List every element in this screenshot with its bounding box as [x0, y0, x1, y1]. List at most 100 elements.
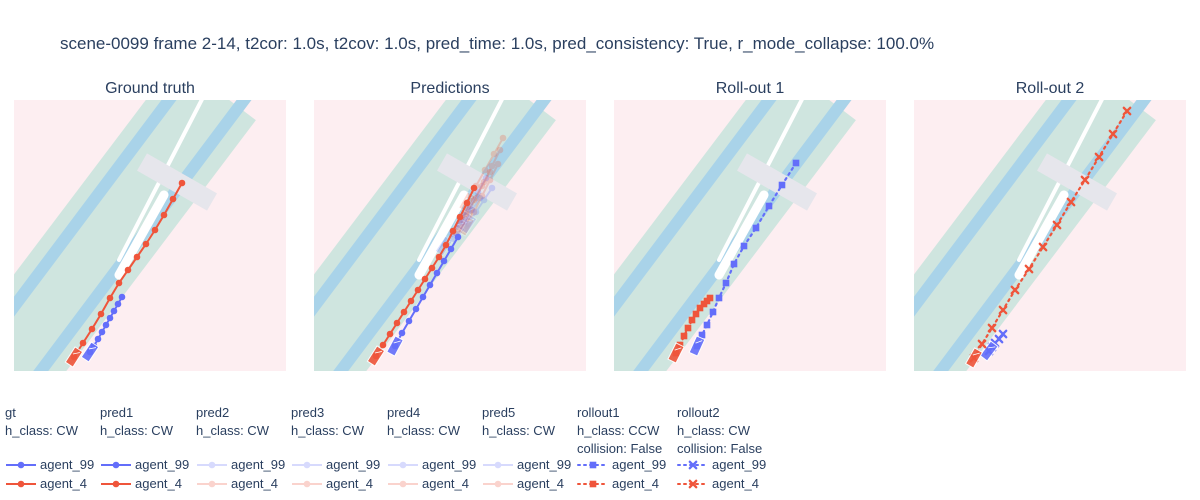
trajectory-line — [461, 177, 487, 221]
road-map — [914, 100, 1156, 371]
trajectory-point — [435, 253, 443, 261]
vehicle-box-agent_4 — [459, 203, 477, 225]
road-map — [614, 100, 856, 371]
panel-title-rollout-1: Roll-out 1 — [715, 80, 785, 97]
legend-marker — [17, 461, 25, 469]
trajectory-point — [977, 339, 987, 349]
road-surface — [314, 100, 556, 371]
trajectory-point — [1108, 129, 1118, 139]
trajectory-point — [496, 146, 504, 154]
median-island-lower — [714, 190, 769, 280]
trajectory-point — [110, 307, 118, 315]
trajectory-point — [680, 332, 688, 340]
series-pred5-agent_99 — [458, 184, 496, 235]
legend-swatch — [577, 480, 609, 488]
legend-marker — [494, 480, 502, 488]
trajectory-point — [468, 206, 476, 214]
series-gt-agent_4 — [64, 179, 186, 368]
trajectory-point — [412, 305, 420, 313]
trajectory-point — [1066, 197, 1076, 207]
legend-group-heading: rollout2 — [677, 405, 720, 420]
legend-swatch — [388, 461, 418, 469]
trajectory-point — [462, 210, 470, 218]
legend-marker — [303, 480, 311, 488]
trajectory-point — [752, 224, 760, 232]
median-island-lower — [1014, 190, 1069, 280]
legend-swatch — [677, 479, 709, 489]
legend-group-heading: pred5 — [482, 405, 516, 420]
map-panel-predictions[interactable] — [314, 100, 586, 371]
trajectory-point — [480, 196, 488, 204]
crosswalk — [137, 153, 217, 211]
trajectory-point — [470, 196, 478, 204]
map-panel-rollout-1[interactable] — [614, 100, 886, 371]
trajectory-line — [467, 187, 493, 225]
trajectory-point — [470, 184, 478, 192]
lane-boundary-left — [914, 100, 1077, 317]
trajectory-point — [114, 300, 122, 308]
trajectory-point — [379, 341, 387, 349]
trajectory-point — [715, 294, 723, 302]
vehicle-box-agent_4 — [964, 347, 984, 369]
vehicle-box-agent_99 — [386, 335, 404, 357]
vehicle-box-agent_4 — [667, 342, 685, 364]
legend-marker — [688, 460, 698, 470]
legend-swatch — [6, 461, 36, 469]
trajectory-point — [765, 202, 773, 210]
road-surface — [614, 100, 856, 371]
legend-swatch — [197, 480, 227, 488]
trajectory-point — [499, 134, 507, 142]
legend-group-heading: h_class: CW — [291, 423, 364, 438]
legend-swatch — [577, 461, 609, 469]
trajectories — [366, 134, 507, 367]
legend-group-heading: collision: False — [577, 441, 663, 456]
trajectory-line — [455, 197, 481, 235]
legend-item-label: agent_99 — [612, 457, 667, 472]
trajectory-point — [142, 240, 150, 248]
legend-group-heading: h_class: CW — [677, 423, 750, 438]
legend-swatch — [101, 480, 131, 488]
legend-marker — [17, 480, 25, 488]
legend-marker — [112, 480, 120, 488]
series-rollout2-agent_4 — [964, 106, 1132, 369]
trajectory-point — [482, 174, 490, 182]
legend-group-heading: pred4 — [387, 405, 421, 420]
legend-group-heading: h_class: CCW — [577, 423, 660, 438]
vehicle-box-agent_99 — [458, 213, 478, 235]
map-panel-ground-truth[interactable] — [14, 100, 286, 371]
lane-boundary-left — [14, 100, 177, 317]
road-surface — [14, 100, 256, 371]
legend-group-heading: h_class: CW — [5, 423, 78, 438]
legend-swatch — [6, 480, 36, 488]
trajectory-point — [464, 220, 472, 228]
trajectory-point — [1052, 220, 1062, 230]
crosswalk — [1037, 153, 1117, 211]
legend-item-label: agent_99 — [326, 457, 381, 472]
legend-item-label: agent_99 — [135, 457, 190, 472]
road-map — [14, 100, 256, 371]
trajectory-point — [407, 297, 415, 305]
panel-title-ground-truth: Ground truth — [105, 80, 195, 97]
legend-swatch — [388, 480, 418, 488]
vehicle-box-agent_4 — [456, 215, 476, 237]
trajectory-point — [488, 184, 496, 192]
legend-group-pred4: pred4 h_class: CW agent_99 agent_4 — [387, 404, 476, 491]
trajectory-point — [464, 210, 472, 218]
panel-title-rollout-2: Roll-out 2 — [1015, 80, 1085, 97]
trajectory-point — [486, 176, 494, 184]
legend-marker — [208, 480, 216, 488]
trajectory-point — [740, 242, 748, 250]
trajectory-point — [1010, 285, 1020, 295]
legend-group-heading: h_class: CW — [482, 423, 555, 438]
trajectory-point — [998, 305, 1008, 315]
crosswalk — [737, 153, 817, 211]
legend-marker — [208, 461, 216, 469]
trajectory-point — [488, 162, 496, 170]
map-panel-rollout-2[interactable] — [914, 100, 1186, 371]
trajectory-point — [400, 308, 408, 316]
trajectory-point — [1038, 242, 1048, 252]
legend-swatch — [292, 461, 322, 469]
trajectory-point — [433, 269, 441, 277]
legend-group-rollout1: rollout1 h_class: CCW collision: False agen… — [577, 404, 666, 491]
legend-item-label: agent_4 — [135, 476, 182, 491]
